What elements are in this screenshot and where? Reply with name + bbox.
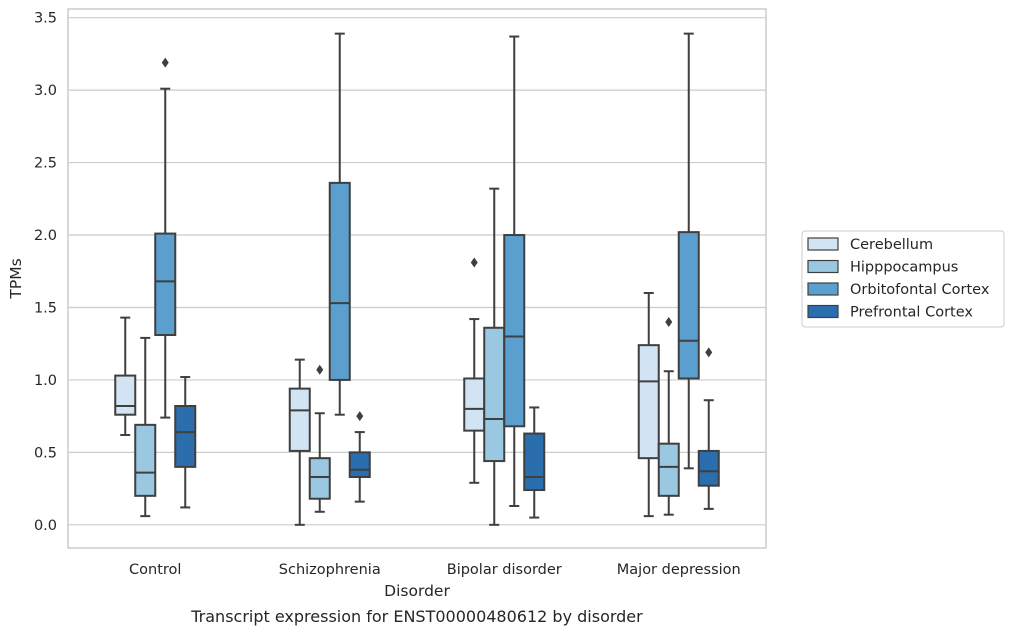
x-tick-label: Bipolar disorder xyxy=(447,562,562,578)
box xyxy=(503,35,526,507)
y-tick-label: 2.0 xyxy=(34,228,57,244)
box xyxy=(677,32,700,470)
box-body xyxy=(503,234,526,428)
outlier-point xyxy=(316,364,324,375)
box-body xyxy=(677,231,700,380)
y-tick-label: 3.5 xyxy=(34,11,57,27)
plot-area-frame xyxy=(67,8,767,549)
box-body xyxy=(328,181,351,381)
box xyxy=(114,316,137,436)
outlier-point xyxy=(470,257,478,268)
x-axis-label: Disorder xyxy=(384,582,450,600)
box xyxy=(134,336,157,518)
y-tick-label: 1.0 xyxy=(34,373,57,389)
outlier-point xyxy=(356,411,364,422)
y-tick-label: 1.5 xyxy=(34,300,57,316)
box-body xyxy=(348,451,371,479)
box xyxy=(174,376,197,509)
box xyxy=(657,316,680,516)
box xyxy=(308,364,331,513)
legend-label: Prefrontal Cortex xyxy=(850,305,973,321)
y-tick-label: 0.5 xyxy=(34,445,57,461)
outlier-point xyxy=(705,347,713,358)
box-body xyxy=(134,423,157,497)
box-body xyxy=(114,374,137,416)
y-tick-label: 3.0 xyxy=(34,83,57,99)
chart-caption: Transcript expression for ENST0000048061… xyxy=(190,607,643,626)
legend-swatch xyxy=(807,304,839,319)
legend-label: Cerebellum xyxy=(850,237,933,253)
box xyxy=(463,257,486,484)
box xyxy=(483,187,506,526)
box-body xyxy=(174,405,197,468)
box-body xyxy=(154,232,177,337)
legend: Cerebellum Hipppocampus Orbitofontal Corte… xyxy=(801,230,1005,328)
box-body xyxy=(697,449,720,487)
box-body xyxy=(483,326,506,463)
legend-frame xyxy=(801,230,1005,328)
box xyxy=(697,347,720,510)
box-body xyxy=(463,377,486,432)
legend-swatch xyxy=(807,259,839,274)
box-body xyxy=(657,442,680,497)
box xyxy=(523,406,546,519)
x-tick-label: Schizophrenia xyxy=(279,562,381,578)
y-axis-label: TPMs xyxy=(7,258,25,299)
box xyxy=(154,57,177,419)
box-body xyxy=(308,457,331,500)
legend-label: Hipppocampus xyxy=(850,260,958,276)
x-tick-labels: Control Schizophrenia Bipolar disorder Majo… xyxy=(129,562,741,578)
legend-swatch xyxy=(807,282,839,296)
outlier-point xyxy=(665,316,673,327)
x-tick-label: Major depression xyxy=(617,562,741,578)
y-tick-label: 0.0 xyxy=(34,518,57,534)
y-tick-labels: 0.0 0.5 1.0 1.5 2.0 2.5 3.0 3.5 xyxy=(34,11,57,534)
legend-label: Orbitofontal Cortex xyxy=(850,282,990,298)
box xyxy=(328,32,351,416)
box xyxy=(348,411,371,503)
outlier-point xyxy=(161,57,169,68)
box-series xyxy=(114,32,720,526)
box xyxy=(637,291,660,518)
box xyxy=(288,358,311,526)
box-body xyxy=(637,344,660,460)
box-body xyxy=(288,387,311,452)
x-tick-label: Control xyxy=(129,562,181,578)
box-body xyxy=(523,432,546,492)
y-tick-label: 2.5 xyxy=(34,156,57,172)
legend-swatch xyxy=(807,237,839,251)
